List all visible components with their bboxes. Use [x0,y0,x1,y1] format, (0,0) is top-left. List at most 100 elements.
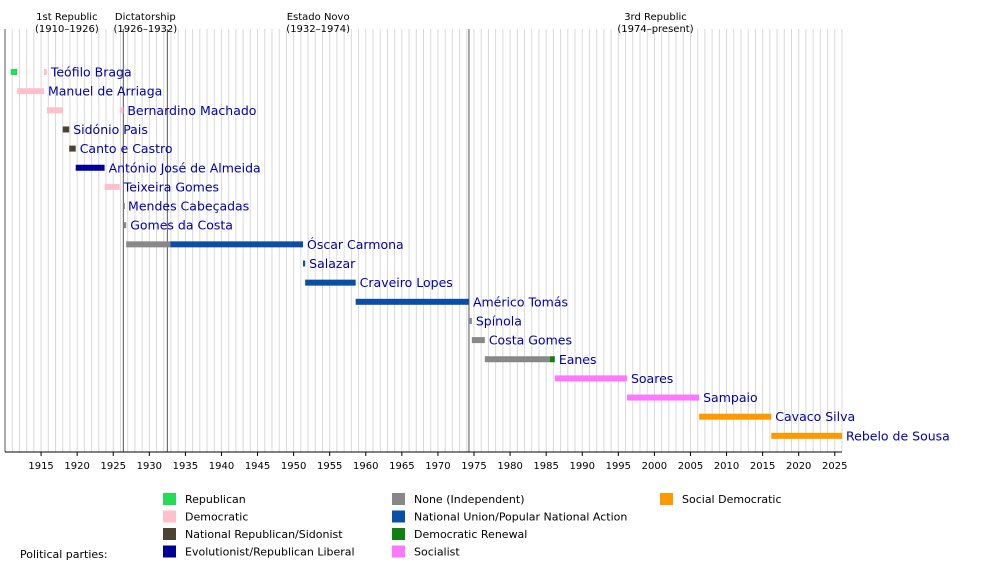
legend-item-label: Democratic [185,511,248,524]
x-tick-label: 1925 [101,461,126,472]
x-tick-label: 1980 [497,461,522,472]
president-name-label: Spínola [476,313,522,328]
x-tick-label: 2025 [822,461,847,472]
president-bar [46,107,63,114]
president-bar [771,432,842,439]
x-axis: 1915 1920 1925 1930 1935 1940 1945 1950 1955 1960… [5,451,848,472]
era-dates-label: (1932–1974) [286,24,350,35]
x-tick-label: 1985 [533,461,558,472]
x-tick-label: 2010 [714,461,739,472]
legend-swatch [163,545,176,558]
president-bar [10,69,18,75]
grid-lines [4,29,843,452]
president-name-label: Craveiro Lopes [360,275,453,290]
legend-swatch [392,510,405,523]
president-bar [43,69,47,75]
legend-swatch [392,493,405,505]
x-tick-label: 2000 [642,461,667,472]
president-bars: Teófilo Braga Manuel de Arriaga Bernardino… [10,65,950,443]
x-tick-label: 2015 [750,461,775,472]
president-name-label: Óscar Carmona [307,237,404,252]
president-name-label: Américo Tomás [473,294,568,309]
president-name-label: António José de Almeida [109,160,261,175]
president-bar [471,337,485,344]
president-bar [123,203,125,210]
legend-swatch [163,528,176,540]
president-bar [17,88,44,95]
president-bar [124,222,127,229]
president-name-label: Cavaco Silva [775,409,855,424]
legend-swatch [660,493,673,505]
x-tick-label: 1995 [606,461,631,472]
legend-item-label: National Union/Popular National Action [414,511,627,524]
era-dividers: 1st Republic(1910–1926) Dictatorship(1926… [4,12,694,452]
president-bar [626,394,700,401]
x-tick-label: 1990 [570,461,595,472]
x-tick-label: 1960 [353,461,378,472]
president-bar [62,126,70,133]
president-bar [75,164,105,171]
president-bar [699,413,772,420]
legend-item-label: Evolutionist/Republican Liberal [185,546,355,559]
president-name-label: Bernardino Machado [127,103,256,118]
president-name-label: Sidónio Pais [73,122,148,137]
president-name-label: Teixeira Gomes [123,179,219,194]
era-dates-label: (1926–1932) [113,24,177,35]
president-bar [69,145,76,152]
president-bar [126,241,171,248]
president-name-label: Canto e Castro [80,141,173,156]
president-bar [104,183,120,190]
legend-item-label: National Republican/Sidonist [185,528,343,541]
president-name-label: Gomes da Costa [130,218,233,233]
era-dates-label: (1974–present) [617,24,693,35]
legend-swatch [163,493,176,505]
legend-title: Political parties: [20,548,108,561]
x-tick-label: 1935 [173,461,198,472]
era-name-label: 3rd Republic [624,12,687,23]
x-tick-label: 1915 [28,461,53,472]
x-tick-label: 1950 [281,461,306,472]
x-tick-label: 1920 [64,461,89,472]
president-name-label: Manuel de Arriaga [48,84,162,99]
legend-item-label: Republican [185,493,246,506]
legend-item-label: Social Democratic [682,493,782,506]
president-name-label: Costa Gomes [489,333,572,348]
legend-item-label: Socialist [414,546,460,559]
president-name-label: Rebelo de Sousa [846,428,950,443]
x-tick-label: 1970 [425,461,450,472]
legend-item-label: None (Independent) [414,493,525,506]
x-tick-label: 1975 [461,461,486,472]
era-name-label: Estado Novo [287,12,350,23]
x-tick-label: 1945 [245,461,270,472]
x-tick-label: 1940 [209,461,234,472]
president-name-label: Mendes Cabeçadas [128,199,249,214]
legend-swatch [392,528,405,540]
party-legend: Political parties: Republican Democratic Na… [20,493,782,561]
legend-swatch [163,510,176,523]
president-name-label: Teófilo Braga [50,65,132,80]
president-bar [305,279,356,286]
legend-swatch [392,545,405,558]
president-name-label: Eanes [559,352,597,367]
x-tick-label: 1930 [137,461,162,472]
president-bar [549,356,555,363]
x-tick-label: 1955 [317,461,342,472]
legend-item-label: Democratic Renewal [414,528,527,541]
x-tick-label: 1965 [389,461,414,472]
x-tick-label: 2005 [678,461,703,472]
president-bar [554,375,627,382]
president-name-label: Sampaio [703,390,758,405]
president-bar [170,241,304,248]
president-bar [119,107,124,114]
president-bar [303,260,306,267]
x-tick-label: 2020 [786,461,811,472]
era-dates-label: (1910–1926) [35,24,99,35]
president-name-label: Soares [631,371,673,386]
president-bar [468,317,472,324]
era-name-label: Dictatorship [115,12,176,23]
president-bar [484,356,550,363]
president-bar [355,298,469,305]
era-name-label: 1st Republic [36,12,97,23]
president-name-label: Salazar [309,256,356,271]
